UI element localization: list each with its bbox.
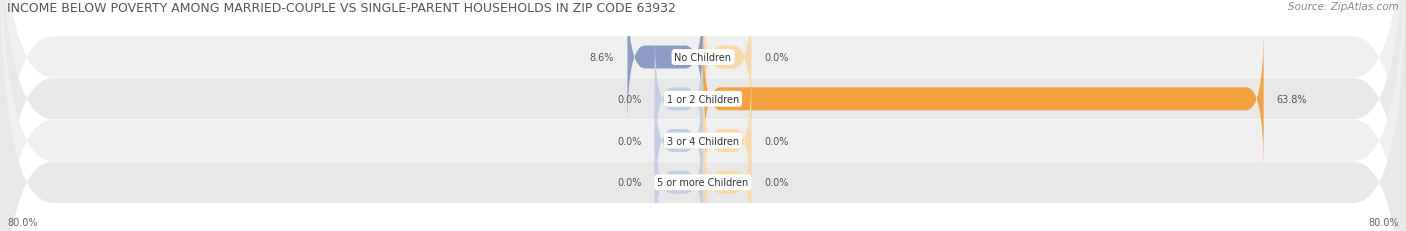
Text: 0.0%: 0.0% [765,136,789,146]
Text: 5 or more Children: 5 or more Children [658,177,748,188]
Text: 0.0%: 0.0% [617,136,641,146]
FancyBboxPatch shape [627,0,703,129]
Text: Source: ZipAtlas.com: Source: ZipAtlas.com [1288,2,1399,12]
FancyBboxPatch shape [703,27,1264,171]
FancyBboxPatch shape [703,0,751,129]
FancyBboxPatch shape [655,69,703,213]
Text: 0.0%: 0.0% [617,177,641,188]
Text: 0.0%: 0.0% [765,177,789,188]
Text: 63.8%: 63.8% [1277,94,1308,104]
Text: 0.0%: 0.0% [617,94,641,104]
FancyBboxPatch shape [655,27,703,171]
FancyBboxPatch shape [703,69,751,213]
Text: 3 or 4 Children: 3 or 4 Children [666,136,740,146]
FancyBboxPatch shape [655,111,703,231]
Text: 8.6%: 8.6% [591,53,614,63]
Text: No Children: No Children [675,53,731,63]
Text: 80.0%: 80.0% [7,217,38,227]
FancyBboxPatch shape [703,111,751,231]
Text: INCOME BELOW POVERTY AMONG MARRIED-COUPLE VS SINGLE-PARENT HOUSEHOLDS IN ZIP COD: INCOME BELOW POVERTY AMONG MARRIED-COUPL… [7,2,676,15]
Text: 80.0%: 80.0% [1368,217,1399,227]
Text: 1 or 2 Children: 1 or 2 Children [666,94,740,104]
Text: 0.0%: 0.0% [765,53,789,63]
